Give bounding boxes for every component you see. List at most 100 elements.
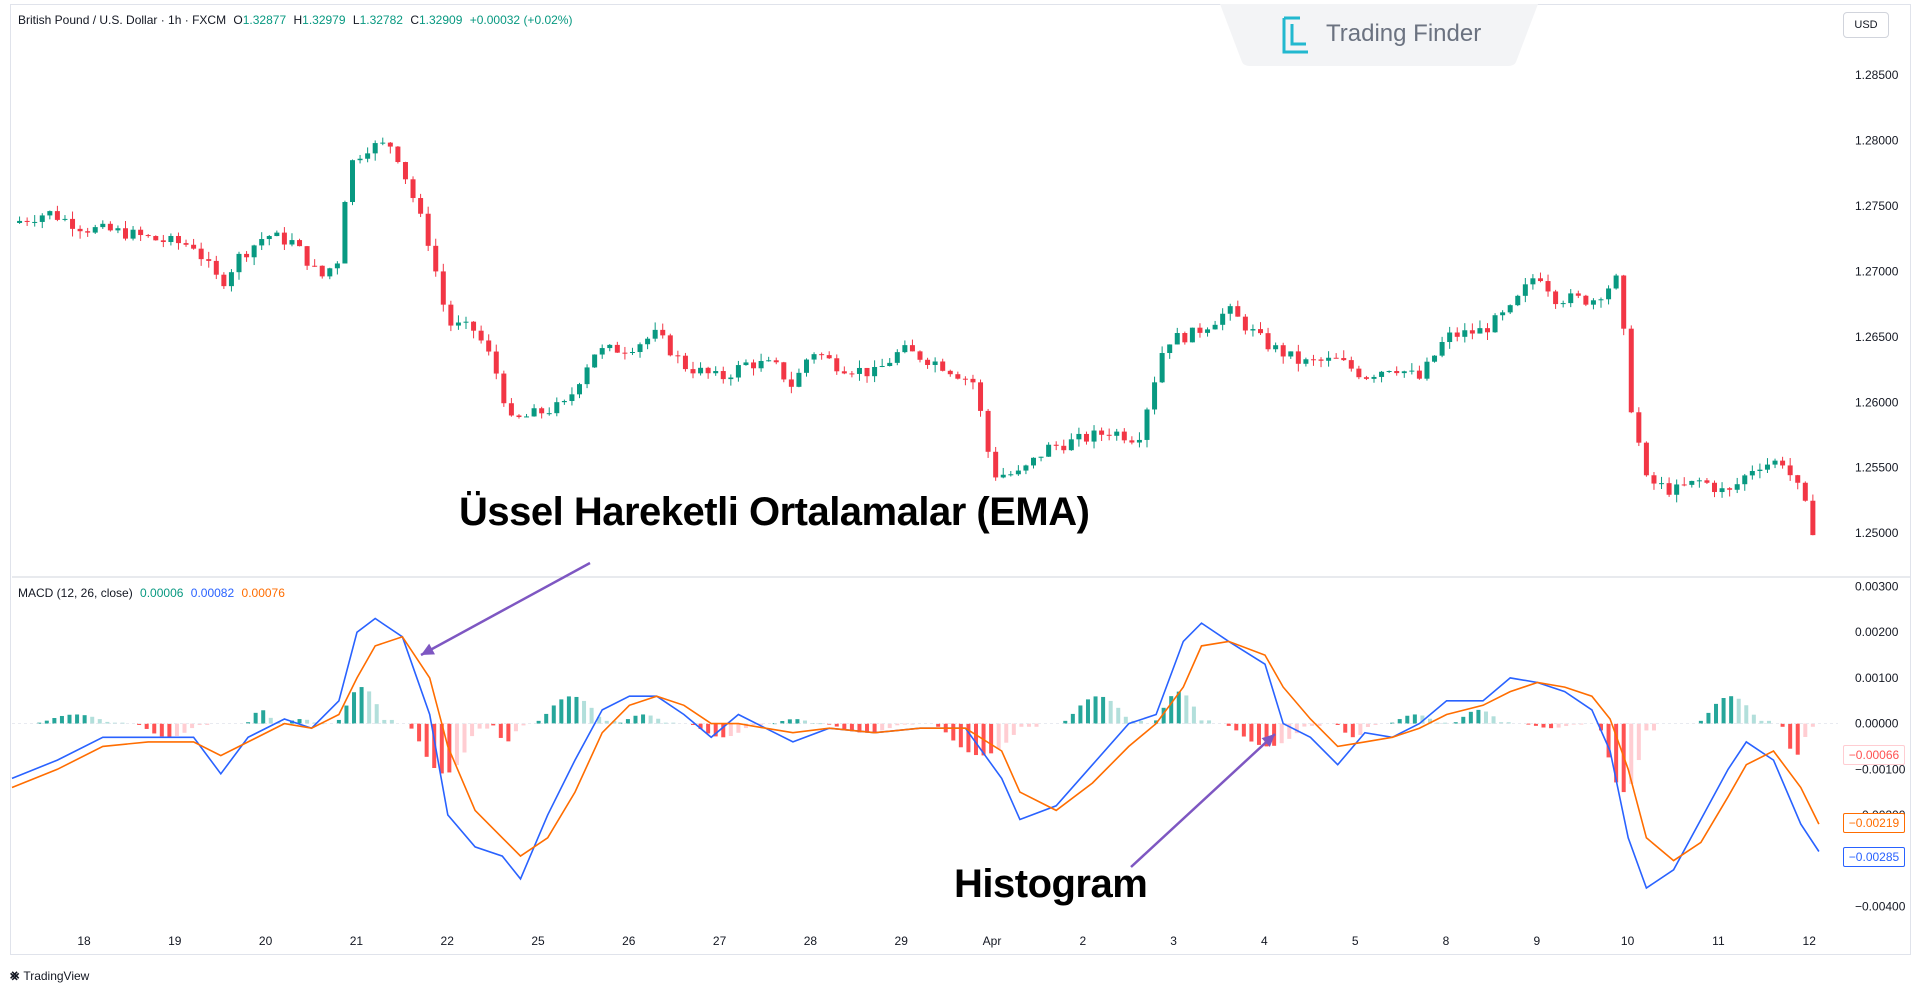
histogram-bar — [1161, 707, 1166, 724]
candle-body — [667, 335, 673, 356]
histogram-bar — [197, 723, 202, 725]
histogram-bar — [902, 723, 907, 725]
candle-body — [107, 223, 113, 231]
x-tick-label: 18 — [77, 934, 91, 948]
candle-body — [1606, 288, 1612, 300]
histogram-bar — [1226, 723, 1231, 726]
histogram-bar — [713, 723, 718, 737]
candle-body — [577, 384, 582, 395]
histogram-bar — [872, 723, 877, 733]
histogram-bar — [691, 723, 695, 725]
ema-arrow — [420, 561, 591, 657]
histogram-bar — [1365, 723, 1370, 728]
histogram-bar — [1078, 705, 1083, 724]
candle-body — [622, 352, 628, 354]
candle-body — [1651, 475, 1657, 484]
macd-y-tick-label: 0.00000 — [1855, 717, 1899, 731]
watermark-badge — [1220, 4, 1538, 66]
histogram-bar — [1034, 723, 1039, 727]
signal-line — [11, 635, 1820, 862]
histogram-bar — [1063, 720, 1068, 724]
candle-body — [1159, 353, 1165, 383]
change-value: +0.00032 (+0.02%) — [469, 13, 573, 27]
candle-body — [1371, 376, 1377, 379]
candle-body — [289, 240, 295, 245]
histogram-bar — [1644, 723, 1649, 731]
candle-body — [183, 243, 189, 245]
candle-body — [508, 403, 514, 416]
histogram-annotation: Histogram — [954, 862, 1148, 906]
histogram-bar — [834, 723, 839, 727]
macd-line — [11, 617, 1820, 890]
candle-body — [1643, 442, 1649, 476]
histogram-bar — [1721, 698, 1726, 724]
candle-body — [1394, 371, 1400, 374]
candle-body — [17, 220, 23, 223]
candle-body — [1734, 484, 1740, 490]
candle-body — [342, 201, 348, 264]
histogram-bar — [973, 723, 978, 756]
candle-body — [160, 240, 166, 243]
candle-body — [1530, 278, 1536, 285]
candle-body — [940, 361, 946, 371]
histogram-bar — [268, 717, 273, 724]
candle-body — [539, 408, 545, 414]
candle-body — [1492, 315, 1498, 333]
histogram-bar — [1499, 722, 1504, 724]
histogram-bar — [1287, 723, 1292, 739]
histogram-bar — [1256, 723, 1261, 745]
histogram-bar — [865, 723, 870, 733]
histogram-bar — [1317, 723, 1322, 726]
histogram-bar — [462, 723, 467, 753]
histogram-bar — [1453, 722, 1458, 724]
histogram-bar — [1599, 723, 1603, 731]
histogram-bar — [409, 723, 414, 729]
histogram-bar — [589, 707, 594, 724]
candle-body — [1810, 500, 1816, 536]
trading-finder-logo-icon — [1282, 16, 1308, 54]
tradingview-logo[interactable]: ⨳ TradingView — [10, 967, 89, 984]
histogram-bar — [743, 723, 748, 729]
histogram-bar — [1199, 720, 1204, 724]
histogram-bar — [1706, 712, 1711, 724]
candle-body — [1537, 278, 1543, 282]
histogram-bar — [417, 723, 422, 742]
candle-body — [751, 362, 757, 369]
histogram-bar — [374, 704, 379, 724]
candle-body — [478, 330, 484, 341]
candle-body — [652, 329, 658, 339]
candle-body — [1363, 377, 1369, 379]
histogram-bar — [648, 715, 653, 724]
candle-body — [266, 236, 272, 240]
macd-indicator-title[interactable]: MACD (12, 26, close) — [18, 586, 133, 600]
histogram-bar — [1435, 722, 1440, 724]
histogram-bar — [190, 723, 195, 729]
histogram-bar — [82, 715, 87, 724]
candle-body — [1666, 483, 1672, 495]
histogram-bar — [1026, 723, 1031, 727]
candles-group — [17, 137, 1816, 536]
symbol-title[interactable]: British Pound / U.S. Dollar · 1h · FXCM — [18, 13, 227, 27]
x-tick-label: 29 — [895, 934, 909, 948]
candle-body — [1757, 469, 1763, 471]
candle-body — [826, 355, 832, 359]
candle-body — [1114, 431, 1120, 436]
candle-body — [524, 416, 530, 418]
candle-body — [841, 371, 847, 374]
candle-body — [1205, 329, 1211, 333]
candle-body — [1182, 333, 1188, 343]
histogram-bar — [958, 723, 963, 748]
candle-body — [637, 344, 643, 353]
low-value: 1.32782 — [359, 13, 403, 27]
currency-button[interactable]: USD — [1843, 12, 1889, 38]
histogram-bar — [989, 723, 994, 754]
histogram-bar — [1373, 723, 1378, 725]
candle-body — [584, 367, 590, 385]
candle-body — [259, 239, 265, 246]
histogram-bar — [336, 719, 341, 724]
candle-body — [569, 394, 575, 401]
histogram-bar — [1279, 723, 1284, 744]
histogram-bar — [1766, 720, 1771, 724]
candle-body — [1712, 482, 1717, 493]
